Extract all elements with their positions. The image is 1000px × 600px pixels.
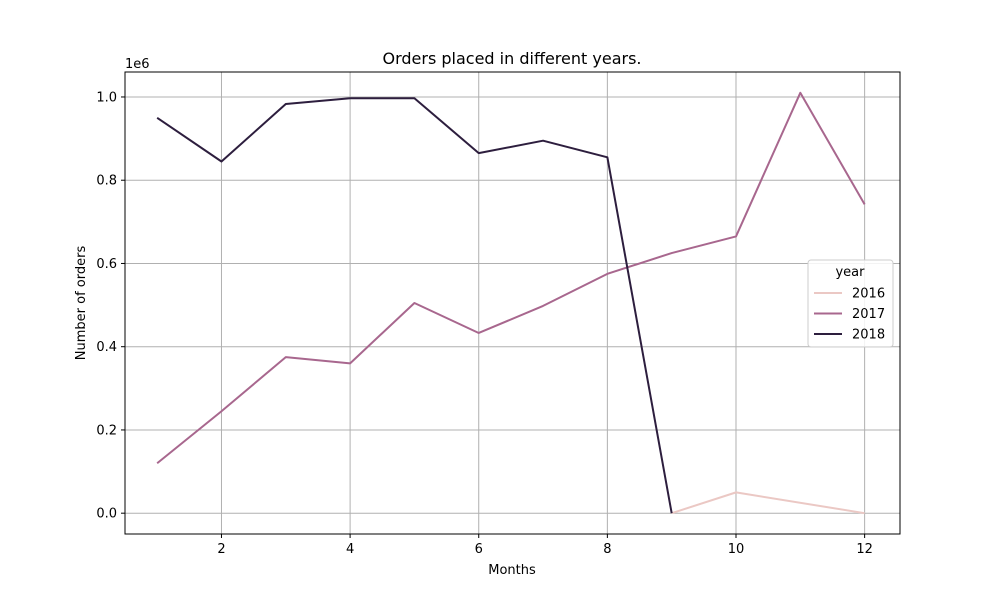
x-tick-label: 8 [603,542,611,557]
x-tick-label: 6 [475,542,483,557]
axis-ticks: 2 4 6 8 10 12 0.0 0.2 0.4 0.6 0.8 1.0 [96,90,873,557]
x-tick-label: 12 [856,542,873,557]
series-lines [156,91,866,515]
y-tick-label: 0.0 [96,507,117,522]
grid-lines [125,72,900,534]
series-line-2017 [156,91,866,465]
y-tick-label: 0.4 [96,340,117,355]
y-tick-label: 1.0 [96,90,117,105]
legend-box [807,259,894,348]
series-line-2018 [156,97,673,514]
y-tick-label: 0.8 [96,174,117,189]
legend-label-2018: 2018 [852,328,885,343]
y-scale-offset-label: 1e6 [125,57,150,72]
x-tick-label: 2 [217,542,225,557]
plot-frame [124,71,901,535]
x-tick-label: 4 [346,542,354,557]
legend-label-2016: 2016 [852,287,885,302]
legend-title: year [835,265,865,280]
series-line-2016 [671,491,865,515]
legend: year 2016 2017 2018 [807,259,894,348]
x-tick-label: 10 [728,542,745,557]
chart-title: Orders placed in different years. [382,49,641,68]
legend-label-2017: 2017 [852,307,885,322]
y-tick-label: 0.6 [96,257,117,272]
y-tick-label: 0.2 [96,423,117,438]
x-axis-label: Months [488,563,536,578]
y-axis-label: Number of orders [74,246,89,361]
